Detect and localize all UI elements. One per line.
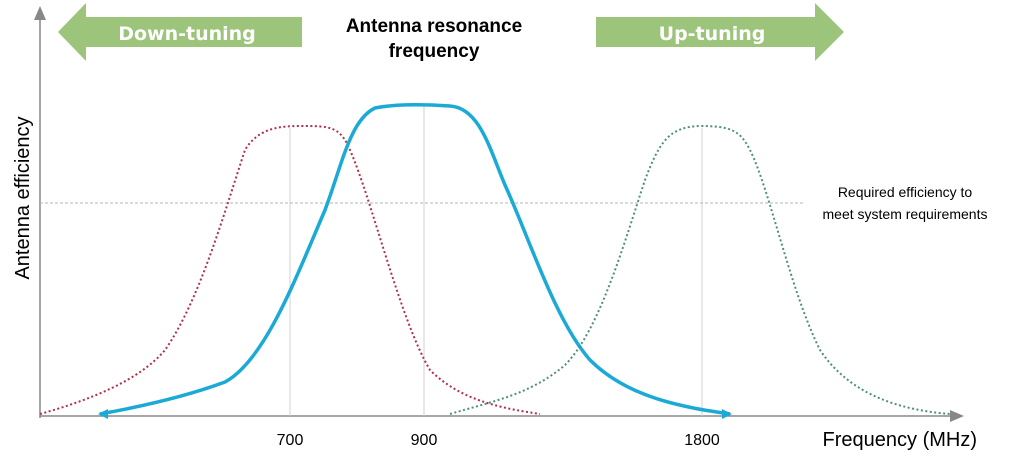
axes	[34, 6, 964, 422]
required-efficiency-annotation-line2: meet system requirements	[823, 206, 988, 222]
required-efficiency-annotation-line1: Required efficiency to	[838, 184, 973, 200]
x-axis-arrowhead	[950, 410, 964, 422]
up-tuned-curve	[449, 124, 951, 415]
x-axis-label: Frequency (MHz)	[823, 429, 977, 451]
y-axis-arrowhead	[34, 6, 46, 20]
diagram-title-line1: Antenna resonance	[346, 16, 522, 37]
diagram-title-line2: frequency	[389, 41, 480, 62]
x-tick-label-700: 700	[277, 432, 304, 449]
up-tuning-label: Up-tuning	[659, 23, 766, 45]
down-tuning-arrow: Down-tuning	[58, 3, 302, 61]
center-curve-left-arrowhead	[98, 409, 108, 419]
down-tuning-label: Down-tuning	[118, 23, 256, 45]
center-resonance-curve	[99, 102, 731, 416]
x-tick-label-1800: 1800	[684, 432, 720, 449]
up-tuning-arrow: Up-tuning	[596, 3, 844, 61]
left-arrow-shape	[58, 3, 302, 61]
right-arrow-shape	[596, 3, 844, 61]
down-tuned-curve	[39, 124, 541, 415]
x-tick-label-900: 900	[411, 432, 438, 449]
y-axis-label: Antenna efficiency	[12, 116, 34, 279]
center-curve-right-arrowhead	[722, 409, 732, 419]
